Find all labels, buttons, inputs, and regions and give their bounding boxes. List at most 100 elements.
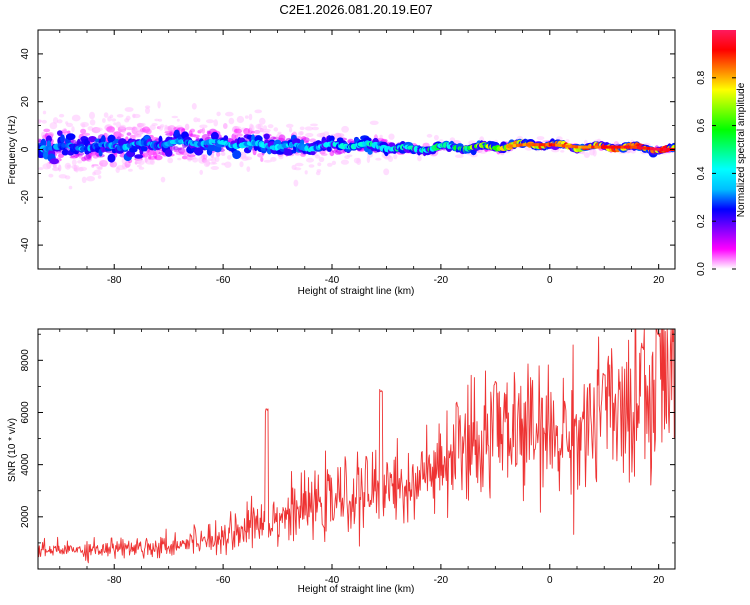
spectrogram-ridge-cell (565, 144, 569, 148)
spectrogram-ridge-cell (542, 143, 546, 147)
spectrogram-cell (103, 112, 109, 118)
spectrogram-cell (58, 164, 62, 172)
spectrogram-cell (102, 161, 108, 167)
spectrogram-cell (61, 148, 69, 156)
spectrogram-ridge-cell (568, 144, 573, 148)
spectrogram-cell (299, 126, 305, 131)
spectrogram-ridge-cell (538, 143, 543, 147)
spectrogram-cell (216, 151, 221, 157)
spectrogram-cell (210, 131, 219, 140)
spectrogram-cell (102, 118, 106, 123)
spectrogram-ridge-cell (548, 143, 553, 147)
spectrogram-cell (57, 119, 63, 124)
spectrogram-cell (232, 150, 242, 160)
spectrogram-cell (81, 132, 91, 136)
spectrogram-ridge-cell (620, 145, 625, 149)
spectrogram-cell (176, 118, 180, 122)
spectrogram-cell (356, 157, 362, 165)
spectrogram-cell (38, 167, 44, 171)
spectrogram-cell (326, 146, 332, 152)
spectrogram-cell (341, 125, 349, 133)
spectrogram-ridge-cell (640, 146, 644, 150)
snr-series-line (38, 329, 675, 564)
spectrogram-cell (107, 153, 116, 163)
spectrogram-cell (94, 127, 103, 132)
spectrogram-y-tick-label: 40 (20, 48, 31, 60)
spectrogram-ridge-cell (633, 145, 638, 149)
spectrogram-cell (62, 128, 68, 133)
spectrogram-cell (149, 159, 155, 166)
spectrogram-ridge-cell (532, 143, 537, 147)
spectrogram-ridge-cell (574, 145, 579, 149)
spectrogram-x-tick-label: -20 (434, 275, 449, 286)
spectrogram-cell (379, 134, 383, 139)
spectrogram-cell (144, 105, 151, 109)
spectrogram-cell (243, 127, 250, 135)
spectrogram-cell (132, 113, 141, 119)
snr-y-tick-label: 8000 (20, 349, 31, 372)
spectrogram-cell (111, 118, 117, 122)
spectrogram-cell (151, 123, 158, 126)
spectrogram-cell (134, 154, 144, 159)
spectrogram-cell (91, 164, 99, 167)
spectrogram-cell (592, 149, 597, 157)
spectrogram-cell (213, 119, 218, 127)
spectrogram-cell (145, 128, 152, 135)
snr-frame (37, 328, 676, 570)
spectrogram-cell (127, 168, 133, 172)
spectrogram-cell (86, 176, 95, 182)
spectrogram-cell (145, 107, 150, 114)
spectrogram-cell (197, 118, 201, 123)
spectrogram-cell (52, 167, 60, 171)
spectrogram-cell (41, 119, 47, 124)
spectrogram-cell (305, 132, 314, 138)
spectrogram-ridge-cell (643, 146, 648, 150)
spectrogram-ridge-cell (552, 143, 556, 147)
spectrogram-cell (157, 101, 161, 109)
spectrogram-cell (278, 134, 286, 142)
spectrogram-cell (106, 126, 115, 133)
spectrogram-cell (285, 123, 294, 128)
spectrogram-ridge-cell (646, 146, 651, 150)
spectrogram-cell (71, 159, 77, 166)
spectrogram-ridge-cell (529, 143, 533, 147)
spectrogram-ridge-cell (659, 148, 664, 151)
spectrogram-cell (228, 117, 235, 125)
snr-panel: -80 -60 -40 -20 0 20 2000 4000 6000 8000 Height o… (7, 328, 676, 595)
spectrogram-cell (263, 125, 267, 131)
spectrogram-cell (71, 126, 75, 133)
spectrogram-panel: -80 -60 -40 -20 0 20 -40 -20 0 20 40 Height of str… (7, 29, 676, 297)
spectrogram-cell (318, 156, 325, 163)
spectrogram-ridge-cell (512, 144, 517, 148)
spectrogram-ridge-cell (666, 148, 671, 151)
spectrogram-cell (43, 128, 51, 133)
spectrogram-cell (366, 155, 371, 164)
spectrogram-cell (160, 176, 166, 183)
spectrogram-cell (327, 162, 333, 167)
spectrogram-cell (184, 123, 190, 131)
spectrogram-cell (49, 158, 59, 165)
spectrogram-cell (154, 118, 160, 122)
spectrogram-cell (369, 120, 379, 126)
spectrogram-ridge-cell (555, 143, 559, 147)
spectrogram-cell (78, 154, 83, 159)
spectrogram-cell (158, 118, 163, 122)
spectrogram-cell (193, 117, 199, 123)
spectrogram-cell (100, 135, 106, 144)
spectrogram-cell (116, 114, 124, 118)
spectrogram-cell (299, 131, 304, 136)
spectrogram-cell (118, 133, 124, 138)
spectrogram-cell (52, 117, 59, 124)
colorbar-tick-label: 0.0 (696, 262, 707, 276)
spectrogram-cell (254, 109, 262, 114)
spectrogram-x-tick-label: -80 (107, 275, 122, 286)
spectrogram-cell (263, 159, 272, 163)
spectrogram-cell (249, 124, 255, 132)
figure-title: C2E1.2026.081.20.19.E07 (279, 2, 432, 17)
spectrogram-cell (57, 130, 63, 136)
spectrogram-cell (223, 123, 228, 129)
snr-x-tick-label: 0 (547, 575, 553, 586)
spectrogram-cell (165, 133, 174, 136)
spectrogram-cell (136, 164, 142, 168)
